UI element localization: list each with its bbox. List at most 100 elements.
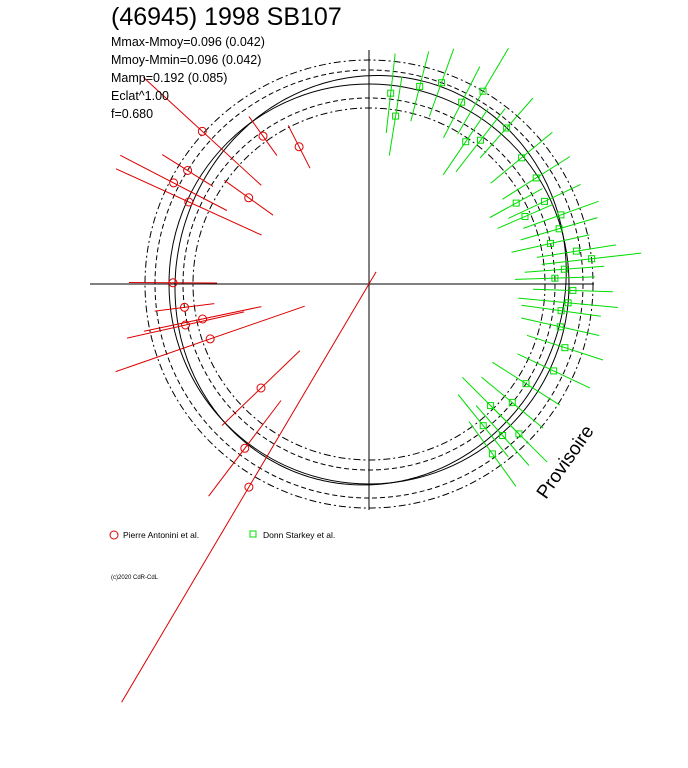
point-0-0: [184, 197, 194, 207]
point-1-7: [387, 89, 395, 97]
point-1-15: [555, 225, 563, 233]
errorbar-1-14: [523, 200, 599, 229]
errorbar-0-0: [115, 168, 262, 236]
errorbar-1-33: [461, 376, 520, 435]
point-0-11: [205, 334, 215, 344]
errorbar-0-12: [221, 350, 301, 426]
point-1-17: [572, 247, 580, 255]
errorbar-1-18: [541, 252, 642, 265]
errorbar-1-24: [521, 317, 600, 336]
watermark-text: Provisoire: [533, 422, 599, 503]
point-1-4: [477, 136, 484, 144]
errorbar-1-8: [442, 108, 489, 176]
point-1-32: [479, 422, 487, 430]
errorbar-1-13: [497, 204, 553, 229]
errorbar-1-5: [479, 97, 534, 159]
errorbar-0-8: [154, 303, 215, 312]
point-0-3: [244, 193, 254, 203]
point-1-19: [560, 265, 568, 273]
legend-label-starkey: Donn Starkey et al.: [263, 530, 335, 540]
errorbar-1-27: [492, 361, 561, 406]
errorbar-0-10: [143, 306, 262, 332]
point-1-13: [521, 213, 529, 220]
point-1-16: [547, 239, 554, 247]
errorbar-1-4: [455, 108, 506, 173]
errorbar-1-0: [410, 51, 430, 122]
point-1-2: [458, 98, 466, 106]
point-0-7: [168, 278, 178, 288]
point-0-14: [244, 482, 254, 492]
stat-line-5: f=0.680: [111, 107, 153, 121]
point-1-27: [522, 380, 530, 388]
point-1-28: [508, 399, 516, 407]
point-1-10: [532, 174, 540, 182]
series-1: [385, 47, 642, 487]
point-1-24: [556, 323, 564, 331]
stat-line-1: Mmax-Mmoy=0.096 (0.042): [111, 35, 265, 49]
errorbar-1-28: [481, 376, 544, 429]
errorbar-1-31: [468, 421, 517, 487]
point-0-6: [294, 142, 304, 152]
point-0-8: [180, 302, 189, 312]
errorbar-1-19: [524, 265, 605, 273]
point-1-33: [487, 402, 495, 410]
point-1-22: [564, 299, 572, 307]
point-0-9: [181, 320, 190, 330]
point-1-8: [462, 138, 470, 146]
stat-line-4: Eclat^1.00: [111, 89, 169, 103]
errorbar-1-11: [489, 188, 543, 218]
point-1-23: [557, 307, 565, 315]
errorbar-1-32: [457, 394, 509, 458]
point-1-30: [499, 432, 507, 439]
errorbar-1-25: [526, 334, 604, 361]
errorbar-1-21: [532, 288, 613, 293]
errorbar-1-3: [457, 47, 509, 135]
errorbar-1-20: [514, 276, 595, 280]
point-0-13: [240, 443, 250, 453]
data-series: [115, 47, 642, 703]
errorbar-1-17: [536, 244, 616, 258]
errorbar-0-2: [161, 154, 214, 187]
errorbar-0-6: [287, 125, 311, 169]
legend-label-antonini: Pierre Antonini et al.: [123, 530, 199, 540]
errorbar-0-7: [128, 282, 218, 284]
errorbar-1-12: [508, 183, 581, 219]
legend-marker-antonini: [109, 530, 119, 540]
errorbar-1-22: [518, 297, 618, 308]
point-0-4: [197, 126, 207, 136]
point-1-1: [438, 79, 445, 87]
point-1-25: [561, 344, 569, 352]
point-0-1: [169, 178, 179, 188]
point-1-12: [541, 197, 548, 205]
point-1-26: [550, 367, 558, 375]
legend-marker-starkey: [249, 530, 257, 538]
errorbar-1-2: [443, 66, 481, 139]
errorbar-1-30: [475, 405, 530, 466]
errorbar-1-23: [521, 304, 601, 317]
errorbar-1-9: [490, 131, 553, 184]
point-1-3: [479, 87, 487, 95]
point-0-5: [258, 131, 268, 141]
legend: Pierre Antonini et al. Donn Starkey et a…: [109, 530, 335, 540]
point-1-29: [515, 430, 523, 438]
errorbar-0-9: [126, 311, 245, 339]
axes: [90, 50, 594, 510]
errorbar-1-6: [388, 76, 403, 156]
point-0-12: [256, 383, 266, 393]
chart-title: (46945) 1998 SB107: [111, 3, 342, 31]
errorbar-1-26: [517, 353, 591, 389]
point-1-20: [551, 274, 559, 282]
point-1-9: [518, 154, 526, 162]
point-1-0: [416, 82, 424, 90]
errorbar-0-4: [142, 76, 262, 186]
point-0-2: [183, 166, 193, 175]
point-0-10: [198, 314, 208, 324]
errorbar-1-15: [520, 217, 598, 241]
errorbar-0-1: [120, 154, 228, 211]
point-1-31: [488, 450, 496, 458]
stat-line-3: Mamp=0.192 (0.085): [111, 71, 227, 85]
stat-line-2: Mmoy-Mmin=0.096 (0.042): [111, 53, 261, 67]
series-0: [115, 76, 377, 703]
errorbar-1-7: [385, 53, 396, 134]
